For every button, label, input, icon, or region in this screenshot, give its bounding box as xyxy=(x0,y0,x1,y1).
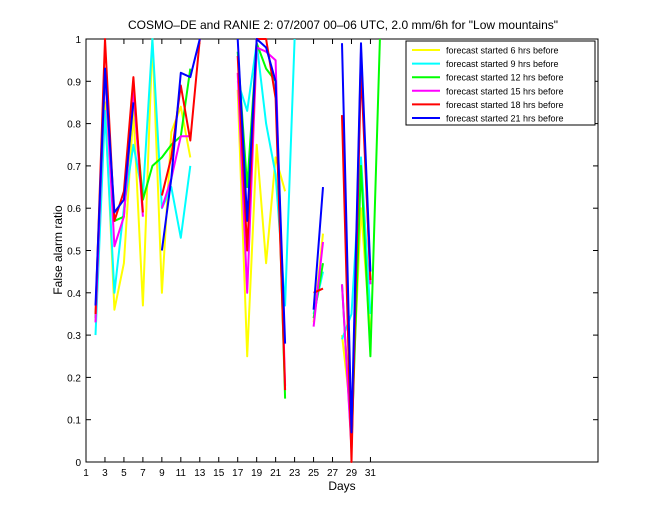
chart-title: COSMO–DE and RANIE 2: 07/2007 00–06 UTC,… xyxy=(128,18,558,32)
x-tick-label: 3 xyxy=(102,468,108,479)
x-tick-label: 21 xyxy=(270,468,282,479)
series-line-0 xyxy=(94,38,372,421)
y-tick-label: 0.1 xyxy=(67,416,81,427)
y-ticks: 0 0.1 0.2 0.3 0.4 0.5 0.6 0.7 0.8 0.9 1 xyxy=(67,35,598,469)
y-tick-label: 0.7 xyxy=(67,162,81,173)
x-tick-label: 9 xyxy=(159,468,165,479)
series-lines xyxy=(94,38,381,463)
legend: forecast started 6 hrs before forecast st… xyxy=(405,40,596,126)
x-tick-label: 19 xyxy=(251,468,263,479)
series-line-3 xyxy=(94,46,372,451)
legend-label: forecast started 12 hrs before xyxy=(446,73,564,83)
y-tick-label: 0.5 xyxy=(67,247,81,258)
x-tick-label: 25 xyxy=(308,468,320,479)
x-tick-label: 11 xyxy=(176,468,187,479)
y-tick-label: 1 xyxy=(75,35,81,46)
y-tick-label: 0.2 xyxy=(67,373,81,384)
x-tick-label: 7 xyxy=(140,468,146,479)
y-tick-label: 0 xyxy=(75,458,81,469)
legend-label: forecast started 18 hrs before xyxy=(446,100,564,110)
legend-label: forecast started 15 hrs before xyxy=(446,86,564,96)
x-tick-label: 29 xyxy=(346,468,358,479)
y-tick-label: 0.6 xyxy=(67,204,81,215)
legend-label: forecast started 6 hrs before xyxy=(446,46,559,56)
x-tick-label: 15 xyxy=(213,468,225,479)
x-tick-label: 27 xyxy=(327,468,339,479)
legend-box xyxy=(405,40,596,126)
x-tick-label: 31 xyxy=(365,468,377,479)
legend-label: forecast started 21 hrs before xyxy=(446,114,564,124)
x-axis-label: Days xyxy=(328,479,355,493)
x-tick-label: 23 xyxy=(289,468,301,479)
y-tick-label: 0.4 xyxy=(67,289,81,300)
x-ticks: 1 3 5 7 9 11 13 15 17 19 21 23 25 27 29 31 xyxy=(83,39,376,479)
x-tick-label: 17 xyxy=(232,468,244,479)
y-tick-label: 0.8 xyxy=(67,120,81,131)
y-tick-label: 0.3 xyxy=(67,331,81,342)
x-tick-label: 13 xyxy=(194,468,206,479)
y-tick-label: 0.9 xyxy=(67,77,81,88)
x-tick-label: 5 xyxy=(121,468,127,479)
y-axis-label: False alarm ratio xyxy=(51,205,65,295)
legend-label: forecast started 9 hrs before xyxy=(446,59,559,69)
x-tick-label: 1 xyxy=(83,468,89,479)
series-line-5 xyxy=(94,38,372,434)
